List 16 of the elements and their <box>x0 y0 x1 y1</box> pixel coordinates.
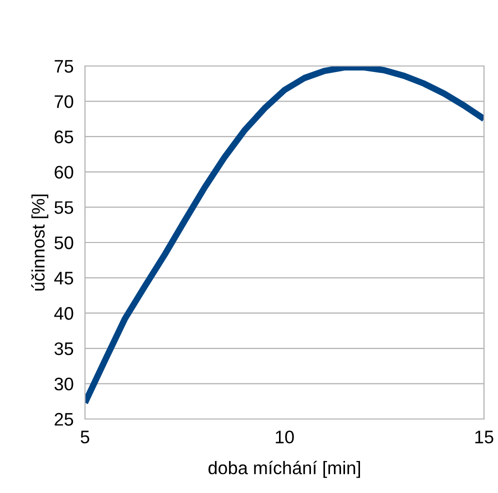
x-tick-label: 5 <box>80 430 90 444</box>
y-tick-label: 40 <box>54 307 74 320</box>
y-tick-label: 25 <box>54 412 74 426</box>
y-tick-label: 50 <box>54 236 74 250</box>
y-tick-label: 30 <box>54 378 74 390</box>
y-tick-label: 70 <box>54 95 74 108</box>
y-tick-label: 75 <box>54 60 74 73</box>
x-tick-label: 15 <box>475 430 494 444</box>
y-tick-label: 45 <box>54 272 74 285</box>
y-tick-label: 60 <box>54 166 74 179</box>
y-axis-title: účinnost [%] <box>31 194 48 290</box>
x-axis-title: doba míchání [min] <box>208 460 360 478</box>
y-tick-label: 55 <box>54 201 74 214</box>
y-tick-label: 65 <box>54 130 74 144</box>
x-tick-label: 10 <box>276 430 294 444</box>
y-tick-label: 35 <box>54 342 74 356</box>
